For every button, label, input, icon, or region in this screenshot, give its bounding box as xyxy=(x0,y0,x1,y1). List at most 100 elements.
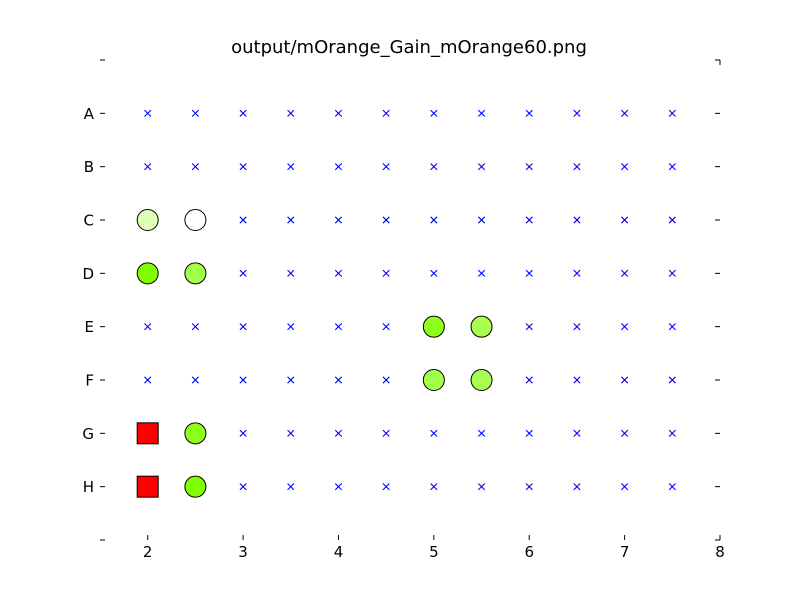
empty-well-marker xyxy=(621,269,629,277)
empty-well-marker xyxy=(668,323,676,331)
empty-well-marker xyxy=(334,216,343,224)
data-point-circle xyxy=(136,262,159,285)
empty-well-marker xyxy=(430,109,438,117)
x-tick-label: 7 xyxy=(620,543,630,561)
empty-well-marker xyxy=(525,109,533,117)
empty-well-marker xyxy=(382,429,390,437)
empty-well-marker xyxy=(477,109,486,117)
empty-well-marker xyxy=(573,429,581,437)
empty-well-marker xyxy=(621,216,629,224)
empty-well-marker xyxy=(334,163,343,171)
empty-well-marker xyxy=(239,269,247,277)
empty-well-marker xyxy=(477,163,486,171)
empty-well-marker xyxy=(239,376,247,384)
x-tick-label: 2 xyxy=(143,543,153,561)
empty-well-marker xyxy=(477,216,486,224)
empty-well-marker xyxy=(668,109,676,117)
empty-well-marker xyxy=(382,269,390,277)
empty-well-marker xyxy=(525,163,533,171)
empty-well-marker xyxy=(621,323,629,331)
x-tick-label: 5 xyxy=(429,543,439,561)
empty-well-marker xyxy=(287,376,295,384)
y-tick-label: F xyxy=(85,372,94,390)
empty-well-marker xyxy=(668,269,676,277)
empty-well-marker xyxy=(621,483,629,491)
empty-well-marker xyxy=(334,376,343,384)
empty-well-marker xyxy=(621,376,629,384)
empty-well-marker xyxy=(525,376,533,384)
empty-well-marker xyxy=(287,483,295,491)
empty-well-marker xyxy=(668,483,676,491)
data-point-circle xyxy=(470,315,493,338)
data-point-circle xyxy=(184,262,207,285)
empty-well-marker xyxy=(573,483,581,491)
empty-well-marker xyxy=(334,109,343,117)
empty-well-marker xyxy=(239,429,247,437)
data-point-circle xyxy=(422,315,445,338)
empty-well-marker xyxy=(382,216,390,224)
empty-well-marker xyxy=(144,109,152,117)
empty-well-marker xyxy=(430,269,438,277)
y-tick-label: G xyxy=(82,425,94,443)
empty-well-marker xyxy=(621,109,629,117)
data-point-circle xyxy=(184,475,207,498)
empty-well-marker xyxy=(239,163,247,171)
empty-well-marker xyxy=(382,483,390,491)
empty-well-marker xyxy=(525,429,533,437)
axes: 2 3 4 5 6 7 8 A B C D E F G H xyxy=(82,59,725,561)
empty-well-marker xyxy=(573,163,581,171)
y-tick-label: E xyxy=(85,318,94,336)
empty-well-marker xyxy=(430,429,438,437)
chart-title: output/mOrange_Gain_mOrange60.png xyxy=(231,37,587,58)
empty-well-marker xyxy=(573,109,581,117)
y-tick-label: H xyxy=(83,478,94,496)
empty-well-marker xyxy=(287,269,295,277)
empty-well-marker xyxy=(144,163,152,171)
empty-well-marker xyxy=(287,109,295,117)
empty-well-marker xyxy=(191,163,199,171)
empty-well-marker xyxy=(239,216,247,224)
y-tick-label: C xyxy=(84,212,94,230)
empty-well-marker xyxy=(668,376,676,384)
empty-well-marker xyxy=(621,429,629,437)
empty-well-marker xyxy=(430,163,438,171)
data-point-circle xyxy=(136,209,159,231)
empty-well-marker xyxy=(477,483,486,491)
empty-well-marker xyxy=(239,323,247,331)
empty-well-marker xyxy=(382,163,390,171)
empty-well-marker xyxy=(525,323,533,331)
data-point-square xyxy=(136,422,159,445)
y-tick-label: D xyxy=(82,265,94,283)
x-tick-label: 8 xyxy=(715,543,725,561)
empty-well-marker xyxy=(430,483,438,491)
empty-well-marker xyxy=(287,429,295,437)
empty-well-marker xyxy=(382,109,390,117)
empty-well-marker xyxy=(525,269,533,277)
empty-well-marker xyxy=(239,109,247,117)
empty-well-marker xyxy=(334,483,343,491)
empty-well-marker xyxy=(621,163,629,171)
empty-well-marker xyxy=(382,323,390,331)
empty-well-marker xyxy=(668,163,676,171)
empty-well-marker xyxy=(525,483,533,491)
empty-well-marker xyxy=(525,216,533,224)
empty-well-marker xyxy=(287,163,295,171)
data-point-circle xyxy=(470,369,493,391)
empty-well-marker xyxy=(573,376,581,384)
empty-well-marker xyxy=(191,109,199,117)
empty-well-marker xyxy=(668,216,676,224)
empty-well-marker xyxy=(477,269,486,277)
y-tick-label: A xyxy=(84,105,95,123)
data-point-circle xyxy=(422,369,445,391)
empty-well-marker xyxy=(382,376,390,384)
x-tick-label: 6 xyxy=(524,543,534,561)
empty-well-marker xyxy=(287,216,295,224)
empty-well-marker xyxy=(144,323,152,331)
data-point-square xyxy=(136,475,159,498)
empty-well-marker xyxy=(573,323,581,331)
x-tick-label: 4 xyxy=(334,543,344,561)
empty-well-marker xyxy=(573,216,581,224)
y-tick-label: B xyxy=(84,158,94,176)
empty-well-marker xyxy=(144,376,152,384)
data-point-circle xyxy=(184,209,207,231)
